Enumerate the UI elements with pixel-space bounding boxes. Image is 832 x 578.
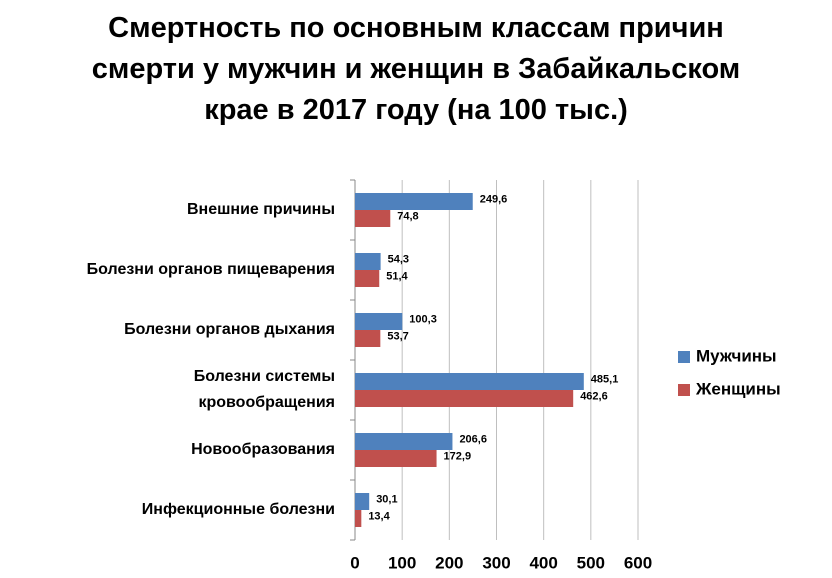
value-label: 54,3 bbox=[388, 253, 409, 265]
legend-label: Мужчины bbox=[696, 346, 777, 365]
legend-swatch bbox=[678, 384, 690, 396]
y-tick-label: Болезни системы кровообращения bbox=[193, 368, 335, 411]
value-label: 53,7 bbox=[387, 330, 408, 342]
y-tick-label: Внешние причины bbox=[186, 201, 335, 218]
x-tick-label: 500 bbox=[577, 553, 605, 572]
bar bbox=[355, 493, 370, 510]
bar bbox=[355, 193, 473, 210]
bar bbox=[355, 373, 584, 390]
bar bbox=[355, 253, 381, 270]
bar bbox=[355, 330, 381, 347]
value-label: 172,9 bbox=[444, 450, 472, 462]
chart-title: Смертность по основным классам причин см… bbox=[91, 12, 741, 126]
legend-label: Женщины bbox=[695, 379, 781, 398]
value-label: 462,6 bbox=[580, 390, 608, 402]
x-tick-label: 100 bbox=[388, 553, 416, 572]
bar bbox=[355, 390, 574, 407]
value-label: 30,1 bbox=[376, 493, 397, 505]
x-tick-label: 300 bbox=[482, 553, 510, 572]
bar bbox=[355, 210, 391, 227]
bar bbox=[355, 270, 380, 287]
bar bbox=[355, 450, 437, 467]
value-label: 13,4 bbox=[368, 510, 390, 522]
y-tick-label: Болезни органов пищеварения bbox=[86, 261, 335, 278]
value-label: 74,8 bbox=[397, 210, 418, 222]
x-tick-label: 400 bbox=[529, 553, 557, 572]
x-tick-label: 600 bbox=[624, 553, 652, 572]
bar bbox=[355, 313, 403, 330]
value-label: 51,4 bbox=[386, 270, 408, 282]
bar bbox=[355, 433, 453, 450]
y-tick-label: Инфекционные болезни bbox=[141, 501, 335, 518]
value-label: 100,3 bbox=[409, 313, 437, 325]
value-label: 485,1 bbox=[591, 373, 619, 385]
value-label: 206,6 bbox=[459, 433, 487, 445]
y-tick-label: Новообразования bbox=[191, 441, 335, 458]
legend-swatch bbox=[678, 351, 690, 363]
x-tick-label: 0 bbox=[350, 553, 359, 572]
value-label: 249,6 bbox=[480, 193, 508, 205]
x-tick-label: 200 bbox=[435, 553, 463, 572]
y-tick-label: Болезни органов дыхания bbox=[124, 321, 335, 338]
bar bbox=[355, 510, 362, 527]
